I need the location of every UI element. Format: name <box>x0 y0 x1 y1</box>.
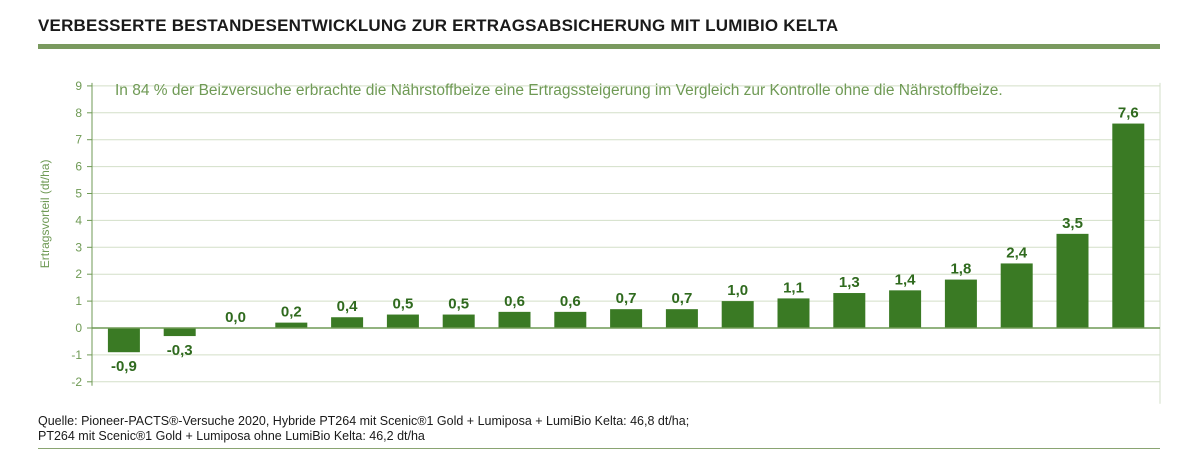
bar <box>107 328 140 353</box>
data-label: 0,2 <box>281 304 302 321</box>
y-tick-label: 2 <box>75 267 82 281</box>
title-rule <box>38 44 1160 49</box>
bar <box>554 311 587 328</box>
y-tick-label: -1 <box>71 348 82 362</box>
bar <box>665 309 698 328</box>
grid-layer <box>91 82 1161 404</box>
data-label: 1,4 <box>895 271 917 288</box>
y-tick-layer: 9 8 7 6 5 4 3 2 1 0 -1 -2 <box>71 79 92 389</box>
bar <box>1112 123 1145 328</box>
chart-title: VERBESSERTE BESTANDESENTWICKLUNG ZUR ERT… <box>38 16 839 35</box>
y-axis-label: Ertragsvorteil (dt/ha) <box>38 159 52 268</box>
data-label: 0,0 <box>225 309 246 326</box>
data-label: 0,6 <box>560 293 581 310</box>
data-label: 0,6 <box>504 293 525 310</box>
bar-layer <box>92 123 1160 353</box>
bar-chart: 9 8 7 6 5 4 3 2 1 0 -1 -2 -0,9 -0,3 0,0 0,2 0,4 0,5 0,5 0,… <box>38 79 1161 404</box>
y-tick-label: 7 <box>75 133 82 147</box>
y-tick-label: 6 <box>75 160 82 174</box>
data-label: 3,5 <box>1062 215 1083 232</box>
y-tick-label: 4 <box>75 213 82 227</box>
data-label: 1,3 <box>839 274 860 291</box>
y-tick-label: 1 <box>75 294 82 308</box>
data-label: 1,1 <box>783 279 804 296</box>
bar <box>498 311 531 328</box>
data-label: 1,0 <box>727 282 748 299</box>
source-note: Quelle: Pioneer-PACTS®-Versuche 2020, Hy… <box>38 414 1148 444</box>
bar <box>777 298 810 328</box>
data-label: 7,6 <box>1118 105 1139 122</box>
data-label: -0,3 <box>167 342 193 359</box>
data-label: 0,5 <box>392 296 413 313</box>
data-label-layer: -0,9 -0,3 0,0 0,2 0,4 0,5 0,5 0,6 0,6 0,7 0,7 1,0 1,… <box>111 105 1139 376</box>
bar <box>442 314 475 328</box>
y-tick-label: 3 <box>75 240 82 254</box>
bar <box>275 322 308 328</box>
y-tick-label: 8 <box>75 106 82 120</box>
bar <box>163 328 196 337</box>
source-line-1: Quelle: Pioneer-PACTS®-Versuche 2020, Hy… <box>38 414 690 428</box>
bar <box>1000 263 1033 328</box>
bar <box>889 290 922 328</box>
y-tick-label: -2 <box>71 375 82 389</box>
data-label: 0,7 <box>616 290 637 307</box>
data-label: 0,4 <box>337 298 359 315</box>
y-tick-label: 0 <box>75 321 82 335</box>
data-label: -0,9 <box>111 358 137 375</box>
bar <box>331 317 364 328</box>
data-label: 1,8 <box>950 261 971 278</box>
bar <box>944 279 977 328</box>
data-label: 0,5 <box>448 296 469 313</box>
data-label: 2,4 <box>1006 244 1028 261</box>
data-label: 0,7 <box>671 290 692 307</box>
bar <box>1056 233 1089 328</box>
source-line-2: PT264 mit Scenic®1 Gold + Lumiposa ohne … <box>38 429 425 443</box>
bar <box>833 293 866 328</box>
bar <box>610 309 643 328</box>
chart-annotation: In 84 % der Beizversuche erbrachte die N… <box>115 82 1003 99</box>
bar <box>386 314 419 328</box>
bar <box>721 301 754 328</box>
bottom-rule <box>38 448 1160 449</box>
y-tick-label: 9 <box>75 79 82 93</box>
y-tick-label: 5 <box>75 187 82 201</box>
